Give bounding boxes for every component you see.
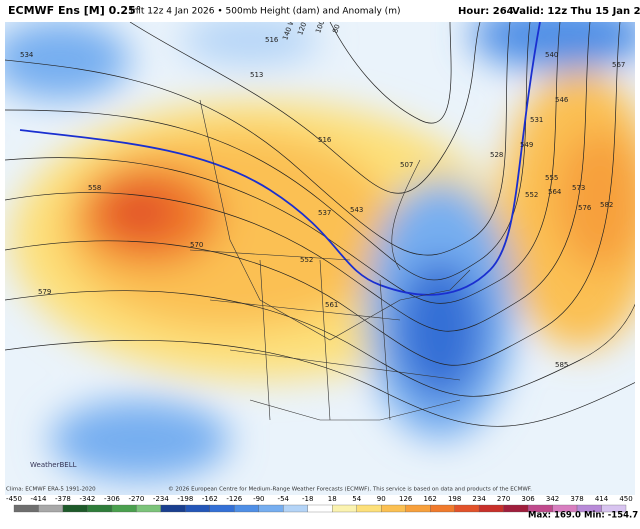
colorbar-segment: [454, 504, 480, 513]
contour-label: 528: [490, 151, 503, 159]
colorbar-label: -126: [226, 495, 242, 503]
contours: [5, 22, 635, 427]
colorbar-label: 414: [595, 495, 609, 503]
colorbar-label: -162: [202, 495, 218, 503]
colorbar-label: 270: [497, 495, 510, 503]
contour-label: 543: [350, 206, 363, 214]
contour-label: 582: [600, 201, 613, 209]
colorbar-segment: [283, 504, 308, 513]
contour-label: 555: [545, 174, 558, 182]
contour-label: 534: [20, 51, 34, 59]
model: ECMWF Ens [M] 0.25°: [8, 4, 141, 17]
colorbar-segment: [478, 504, 504, 513]
colorbar-label: 342: [546, 495, 559, 503]
max: Max: 169.0: [528, 511, 581, 521]
colorbar-label: -234: [153, 495, 169, 503]
colorbar-segment: [62, 504, 88, 513]
colorbar-segment: [160, 504, 186, 513]
colorbar-label: -342: [79, 495, 95, 503]
colorbar-label: 90: [377, 495, 386, 503]
colorbar-label: -306: [104, 495, 120, 503]
contour-label: 516: [265, 36, 279, 44]
colorbar-label: 306: [521, 495, 535, 503]
colorbar-label: -450: [6, 495, 22, 503]
info: Init 12z 4 Jan 2026 • 500mb Height (dam)…: [130, 7, 400, 17]
colorbar-label: 234: [472, 495, 486, 503]
colorbar-label: -90: [253, 495, 264, 503]
colorbar-segment: [307, 504, 333, 513]
contour-label: 537: [318, 209, 331, 217]
contour-label: 513: [250, 71, 263, 79]
anomaly-shading: [5, 22, 635, 480]
colorbar-label: -54: [278, 495, 290, 503]
contour-label: 540: [545, 51, 558, 59]
valid: Valid: 12z Thu 15 Jan 2026: [512, 6, 640, 17]
colorbar-segment: [332, 504, 357, 513]
contour-label: 516: [318, 136, 332, 144]
colorbar-label: 162: [423, 495, 436, 503]
contour-label: 576: [578, 204, 592, 212]
colorbar-segment: [136, 504, 162, 513]
contour-label: 573: [572, 184, 585, 192]
contour-label: 570: [190, 241, 203, 249]
colorbar-label: -378: [55, 495, 71, 503]
contour-label: 579: [38, 288, 51, 296]
colorbar-segment: [356, 504, 382, 513]
map: 534 513 516 507 516 528 531 540 546 549 552 555 558 5…: [5, 22, 635, 495]
colorbar-segment: [87, 504, 113, 513]
colorbar-label: -270: [128, 495, 144, 503]
contour-label: 558: [88, 184, 101, 192]
contour-label: 549: [520, 141, 533, 149]
colorbar-segment: [430, 504, 455, 513]
contour-label: 546: [555, 96, 569, 104]
colorbar-segment: [601, 504, 627, 513]
colorbar-segment: [381, 504, 406, 513]
contour-label: 564: [548, 188, 562, 196]
colorbar-label: 18: [328, 495, 337, 503]
contour-label: 552: [525, 191, 538, 199]
colorbar-segment: [185, 504, 210, 513]
colorbar-segment: [13, 504, 39, 513]
colorbar-label: 126: [399, 495, 413, 503]
contour-label: 561: [325, 301, 338, 309]
contour-label: 585: [555, 361, 568, 369]
contour-label: 531: [530, 116, 543, 124]
copyright: © 2026 European Centre for Medium-Range …: [168, 486, 532, 493]
colorbar-segment: [405, 504, 431, 513]
hour: Hour: 264: [458, 6, 514, 17]
colorbar-segment: [209, 504, 235, 513]
contour-label: 552: [300, 256, 313, 264]
contour-label: 567: [612, 61, 625, 69]
contour-label: 507: [400, 161, 413, 169]
colorbar-label: -18: [302, 495, 313, 503]
colorbar-label: 378: [570, 495, 583, 503]
colorbar-segment: [503, 504, 529, 513]
min: Min: -154.7: [584, 511, 638, 521]
colorbar-segment: [258, 504, 284, 513]
logo: WeatherBELL: [30, 461, 77, 469]
colorbar-label: 54: [352, 495, 361, 503]
contour-540: [19, 22, 541, 296]
colorbar-label: 450: [619, 495, 632, 503]
colorbar-segment: [38, 504, 64, 513]
colorbar-segment: [111, 504, 137, 513]
borders: [189, 99, 471, 421]
colorbar-label: 198: [448, 495, 461, 503]
climo: Clima: ECMWF ERA-5 1991-2020: [6, 487, 96, 493]
colorbar-segment: [234, 504, 259, 513]
colorbar-label: -414: [31, 495, 47, 503]
colorbar-label: -198: [177, 495, 193, 503]
